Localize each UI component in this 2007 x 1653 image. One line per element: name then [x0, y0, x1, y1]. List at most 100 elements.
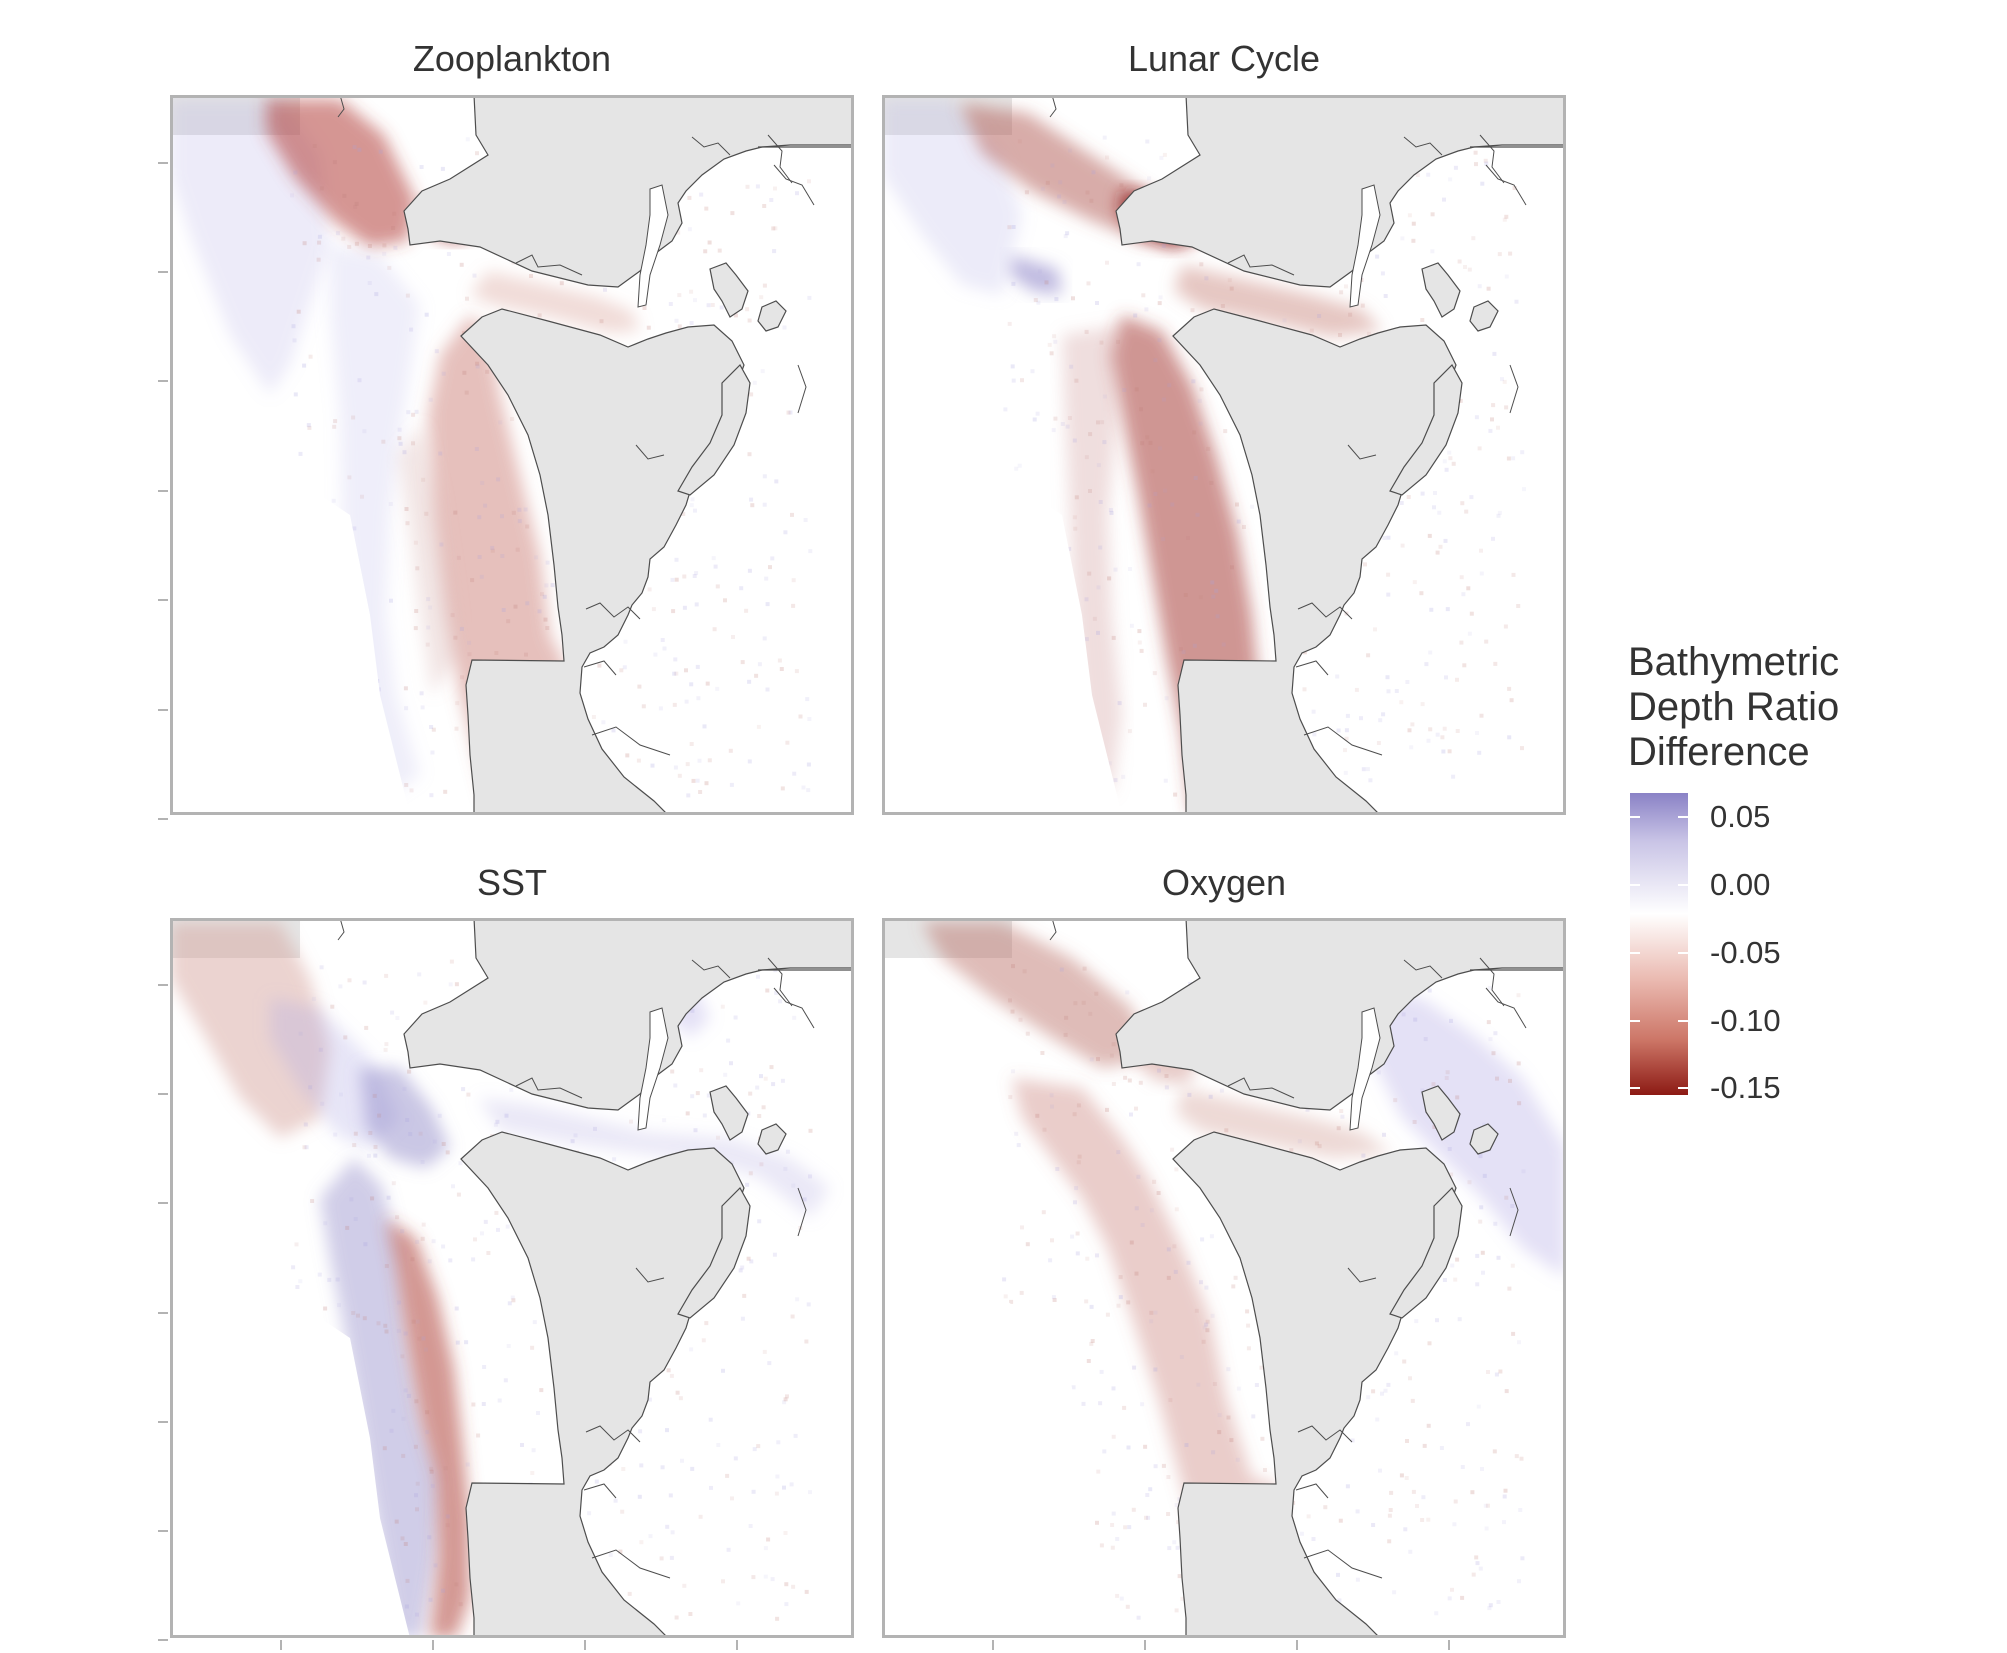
y-axis-ticks-top [158, 162, 168, 820]
color-legend: Bathymetric Depth Ratio Difference 0.05 0… [1628, 640, 1988, 1106]
coastline-detail [635, 444, 665, 460]
legend-title-line: Difference [1628, 730, 1810, 774]
coastline-detail [515, 254, 583, 276]
coastline-detail [1479, 957, 1505, 1007]
coastline-detail [1509, 1187, 1519, 1237]
coastline-detail [585, 602, 641, 620]
map-panel-zooplankton [170, 95, 854, 815]
island [1421, 262, 1461, 318]
coastline-detail [1485, 164, 1527, 206]
legend-tick-mark [1678, 1087, 1688, 1090]
land-north [1115, 98, 1563, 288]
coastline-detail [591, 726, 671, 756]
coastline-detail [1509, 364, 1519, 414]
island [709, 1085, 749, 1141]
coastline-detail [773, 987, 815, 1029]
land-north [403, 921, 851, 1111]
island [709, 262, 749, 318]
coastline-detail [767, 134, 793, 184]
land-peninsula [460, 308, 745, 812]
legend-tick-mark [1630, 951, 1640, 954]
island [757, 1123, 787, 1155]
legend-tick-mark [1630, 816, 1640, 819]
legend-tick-mark [1678, 951, 1688, 954]
coastline-detail [337, 921, 345, 941]
open-ocean-no-data [173, 1220, 410, 1635]
legend-tick-mark [1678, 1019, 1688, 1022]
open-ocean-no-data [173, 397, 410, 812]
coastline-detail [1049, 921, 1057, 941]
legend-break-label: 0.05 [1710, 799, 1771, 835]
legend-tick-mark [1630, 884, 1640, 887]
coastline-detail [773, 164, 815, 206]
island [1421, 1085, 1461, 1141]
legend-colorbar-area: 0.05 0.00 -0.05 -0.10 -0.15 [1628, 793, 1988, 1106]
coastline-detail [797, 1187, 807, 1237]
coastline-detail [1403, 136, 1443, 156]
island [677, 364, 751, 496]
coastline-detail [583, 1483, 617, 1499]
coastline-detail [767, 957, 793, 1007]
legend-break-label: 0.00 [1710, 867, 1771, 903]
coastline-detail [1227, 254, 1295, 276]
panel-title-oxygen: Oxygen [1161, 862, 1287, 903]
legend-title-line: Depth Ratio [1628, 685, 1840, 729]
map-panel-lunar-cycle [882, 95, 1566, 815]
coastline-detail [635, 1267, 665, 1283]
inlet [1349, 1007, 1381, 1131]
island [677, 1187, 751, 1319]
coastline-detail [1295, 1483, 1329, 1499]
legend-break-label: -0.10 [1710, 1002, 1781, 1038]
land-peninsula [1172, 308, 1457, 812]
land-north [403, 98, 851, 288]
panel-title-lunar-cycle: Lunar Cycle [1127, 38, 1321, 79]
legend-break-label: -0.05 [1710, 934, 1781, 970]
island [1389, 1187, 1463, 1319]
inlet [637, 1007, 669, 1131]
coastline-detail [1403, 959, 1443, 979]
inlet [1349, 184, 1381, 308]
legend-tick-mark [1678, 884, 1688, 887]
island [757, 300, 787, 332]
coastline-detail [1347, 1267, 1377, 1283]
coastline-detail [591, 1549, 671, 1579]
land-north [1115, 921, 1563, 1111]
coastline-detail [1297, 602, 1353, 620]
coastline-detail [585, 1425, 641, 1443]
land-peninsula [1172, 1131, 1457, 1635]
open-ocean-no-data [885, 1220, 1122, 1635]
coastline-detail [691, 959, 731, 979]
legend-title: Bathymetric Depth Ratio Difference [1628, 640, 1988, 775]
coastline-detail [337, 98, 345, 118]
coastline-detail [1485, 987, 1527, 1029]
legend-colorbar [1630, 793, 1688, 1095]
land-peninsula [460, 1131, 745, 1635]
panel-border [882, 918, 1566, 1638]
map-panel-sst [170, 918, 854, 1638]
coastline-detail [691, 136, 731, 156]
x-axis-ticks-right [992, 1640, 1450, 1650]
coastline-detail [515, 1077, 583, 1099]
panel-border [882, 95, 1566, 815]
island [1469, 300, 1499, 332]
panel-title-sst: SST [476, 862, 547, 903]
coastline-detail [797, 364, 807, 414]
coastline-detail [1303, 1549, 1383, 1579]
panel-border [170, 95, 854, 815]
open-ocean-no-data [885, 397, 1122, 812]
legend-tick-mark [1678, 816, 1688, 819]
map-panel-oxygen [882, 918, 1566, 1638]
y-axis-ticks-bottom [158, 984, 168, 1641]
inlet [637, 184, 669, 308]
panel-title-zooplankton: Zooplankton [412, 38, 612, 79]
panel-border [170, 918, 854, 1638]
legend-title-line: Bathymetric [1628, 640, 1840, 684]
x-axis-ticks-left [280, 1640, 738, 1650]
coastline-detail [1297, 1425, 1353, 1443]
coastline-detail [1227, 1077, 1295, 1099]
legend-break-label: -0.15 [1710, 1070, 1781, 1106]
coastline-detail [1347, 444, 1377, 460]
coastline-detail [1049, 98, 1057, 118]
coastline-detail [583, 660, 617, 676]
